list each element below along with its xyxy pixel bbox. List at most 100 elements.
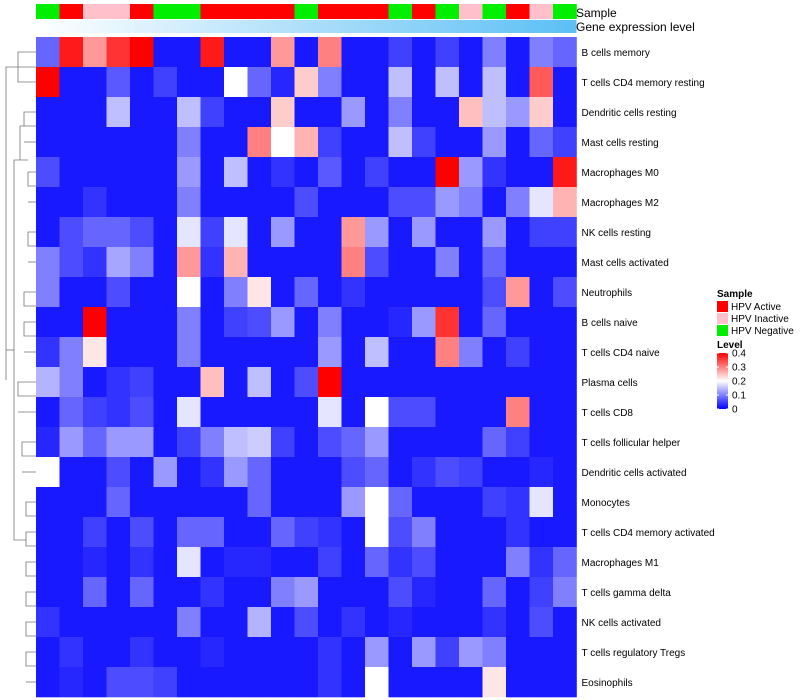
level-tick-label: 0.4	[732, 349, 746, 360]
sample-cell-inactive	[83, 4, 107, 19]
heatmap-cell	[59, 667, 84, 698]
heatmap-cell	[271, 607, 295, 638]
sample-cell-active	[130, 4, 154, 19]
sample-cell-active	[200, 4, 225, 19]
heatmap-cell	[365, 217, 389, 248]
heatmap-cell	[482, 367, 507, 398]
heatmap-cell	[59, 337, 84, 368]
heatmap-cell	[529, 637, 554, 668]
heatmap-cell	[130, 247, 154, 278]
heatmap-cell	[177, 307, 201, 338]
heatmap-cell	[130, 667, 154, 698]
heatmap-cell	[506, 337, 530, 368]
heatmap-cell	[482, 517, 507, 548]
sample-cell-inactive	[459, 4, 483, 19]
heatmap-cell	[224, 127, 248, 158]
heatmap-cell	[83, 337, 107, 368]
heatmap-cell	[412, 667, 436, 698]
row-label: T cells regulatory Tregs	[582, 648, 686, 659]
heatmap-cell	[506, 97, 530, 128]
heatmap-cell	[341, 277, 366, 308]
heatmap-cell	[36, 67, 60, 98]
heatmap-cell	[365, 607, 389, 638]
heatmap-cell	[224, 367, 248, 398]
heatmap-cell	[177, 487, 201, 518]
heatmap-cell	[506, 397, 530, 428]
heatmap-cell	[59, 517, 84, 548]
heatmap-cell	[247, 457, 272, 488]
heatmap-cell	[83, 427, 107, 458]
heatmap-cell	[271, 277, 295, 308]
heatmap-cell	[36, 277, 60, 308]
heatmap-cell	[435, 457, 460, 488]
row-labels: B cells memory T cells CD4 memory resting…	[582, 48, 715, 689]
heatmap-cell	[318, 337, 342, 368]
heatmap-cell	[553, 457, 577, 488]
heatmap-cell	[224, 37, 248, 68]
heatmap-cell	[247, 97, 272, 128]
heatmap-cell	[388, 187, 413, 218]
heatmap-cell	[106, 97, 131, 128]
heatmap-cell	[529, 187, 554, 218]
heatmap-cell	[247, 547, 272, 578]
heatmap-cell	[106, 187, 131, 218]
heatmap-cell	[224, 487, 248, 518]
heatmap-cell	[365, 457, 389, 488]
row-label: NK cells resting	[582, 228, 651, 239]
row-label: NK cells activated	[582, 618, 661, 629]
heatmap-cell	[36, 547, 60, 578]
heatmap-cell	[412, 307, 436, 338]
heatmap-cell	[271, 187, 295, 218]
heatmap-cell	[529, 307, 554, 338]
heatmap-cell	[177, 277, 201, 308]
sample-cell-active	[224, 4, 248, 19]
heatmap-cell	[36, 397, 60, 428]
heatmap-cell	[271, 127, 295, 158]
heatmap-cell	[459, 307, 483, 338]
heatmap-cell	[435, 217, 460, 248]
heatmap-cell	[482, 127, 507, 158]
level-legend: Level 0.4 0.3 0.2 0.1 0	[717, 340, 746, 416]
heatmap-cell	[435, 307, 460, 338]
heatmap-cell	[412, 397, 436, 428]
heatmap-cell	[435, 247, 460, 278]
heatmap-cell	[459, 247, 483, 278]
heatmap-cell	[294, 307, 319, 338]
heatmap-cell	[200, 547, 225, 578]
heatmap-cell	[412, 607, 436, 638]
heatmap-cell	[36, 97, 60, 128]
heatmap-cell	[153, 457, 178, 488]
heatmap-cell	[365, 97, 389, 128]
heatmap-cell	[553, 217, 577, 248]
heatmap-cell	[59, 547, 84, 578]
heatmap-cell	[200, 487, 225, 518]
heatmap-cell	[388, 637, 413, 668]
heatmap-cell	[83, 487, 107, 518]
heatmap-cell	[130, 37, 154, 68]
heatmap-cell	[482, 97, 507, 128]
heatmap-cell	[247, 667, 272, 698]
heatmap-cell	[153, 607, 178, 638]
sample-cell-negative	[294, 4, 319, 19]
heatmap-cell	[83, 547, 107, 578]
heatmap-cell	[59, 367, 84, 398]
heatmap-cell	[224, 307, 248, 338]
heatmap-cell	[529, 157, 554, 188]
heatmap-cell	[388, 487, 413, 518]
heatmap-cell	[59, 397, 84, 428]
heatmap-cell	[482, 247, 507, 278]
heatmap-cell	[83, 457, 107, 488]
heatmap-cell	[59, 157, 84, 188]
heatmap-cell	[365, 397, 389, 428]
heatmap-cell	[247, 277, 272, 308]
heatmap-cell	[388, 547, 413, 578]
heatmap-cell	[130, 97, 154, 128]
row-label: T cells gamma delta	[582, 588, 672, 599]
row-label: Macrophages M1	[582, 558, 660, 569]
heatmap-cell	[36, 367, 60, 398]
heatmap-cell	[294, 637, 319, 668]
heatmap-cell	[341, 217, 366, 248]
heatmap-cell	[529, 97, 554, 128]
row-label: T cells CD4 memory resting	[582, 78, 705, 89]
heatmap-cell	[224, 667, 248, 698]
